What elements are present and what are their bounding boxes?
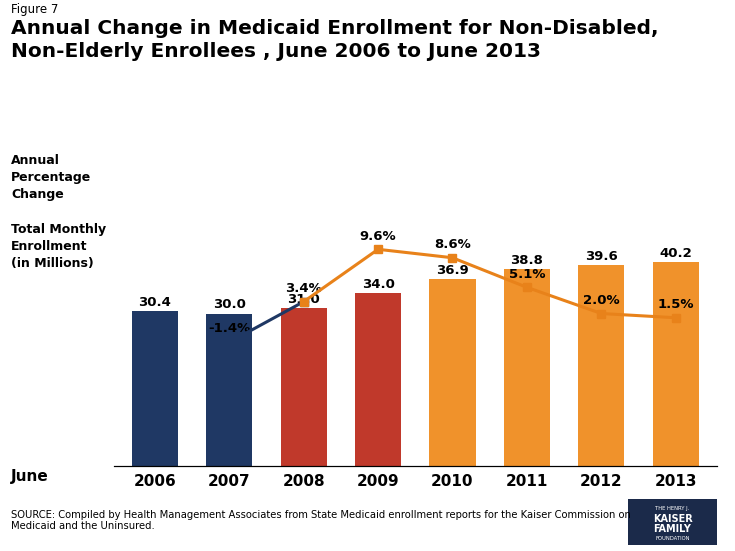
Text: KAISER: KAISER [653,514,692,524]
Text: FAMILY: FAMILY [653,524,692,534]
Bar [653,262,699,466]
Bar [281,309,327,466]
Text: 9.6%: 9.6% [359,230,396,242]
Bar [132,311,178,466]
Text: 30.4: 30.4 [138,296,171,310]
Bar [503,269,550,466]
Text: 3.4%: 3.4% [285,282,322,295]
Text: 5.1%: 5.1% [509,268,545,280]
Text: June: June [11,469,49,484]
Text: Total Monthly
Enrollment
(in Millions): Total Monthly Enrollment (in Millions) [11,223,106,270]
Text: 1.5%: 1.5% [657,298,694,311]
Bar [207,314,252,466]
Bar [578,265,624,466]
Text: 34.0: 34.0 [362,278,395,291]
Text: 8.6%: 8.6% [434,238,471,251]
Text: 30.0: 30.0 [213,299,245,311]
Text: THE HENRY J.: THE HENRY J. [656,506,689,511]
Text: 40.2: 40.2 [659,247,692,260]
Text: SOURCE: Compiled by Health Management Associates from State Medicaid enrollment : SOURCE: Compiled by Health Management As… [11,510,631,531]
Text: -1.4%: -1.4% [208,322,251,336]
Bar [355,293,401,466]
Text: 38.8: 38.8 [510,254,543,267]
Text: 39.6: 39.6 [585,250,617,263]
Text: Annual Change in Medicaid Enrollment for Non-Disabled,
Non-Elderly Enrollees , J: Annual Change in Medicaid Enrollment for… [11,19,659,61]
Text: Annual
Percentage
Change: Annual Percentage Change [11,154,91,201]
Bar [429,279,476,466]
Text: 2.0%: 2.0% [583,294,620,307]
Text: 36.9: 36.9 [436,263,469,277]
Text: Figure 7: Figure 7 [11,3,58,16]
Text: FOUNDATION: FOUNDATION [656,537,689,542]
Text: 31.0: 31.0 [287,294,320,306]
